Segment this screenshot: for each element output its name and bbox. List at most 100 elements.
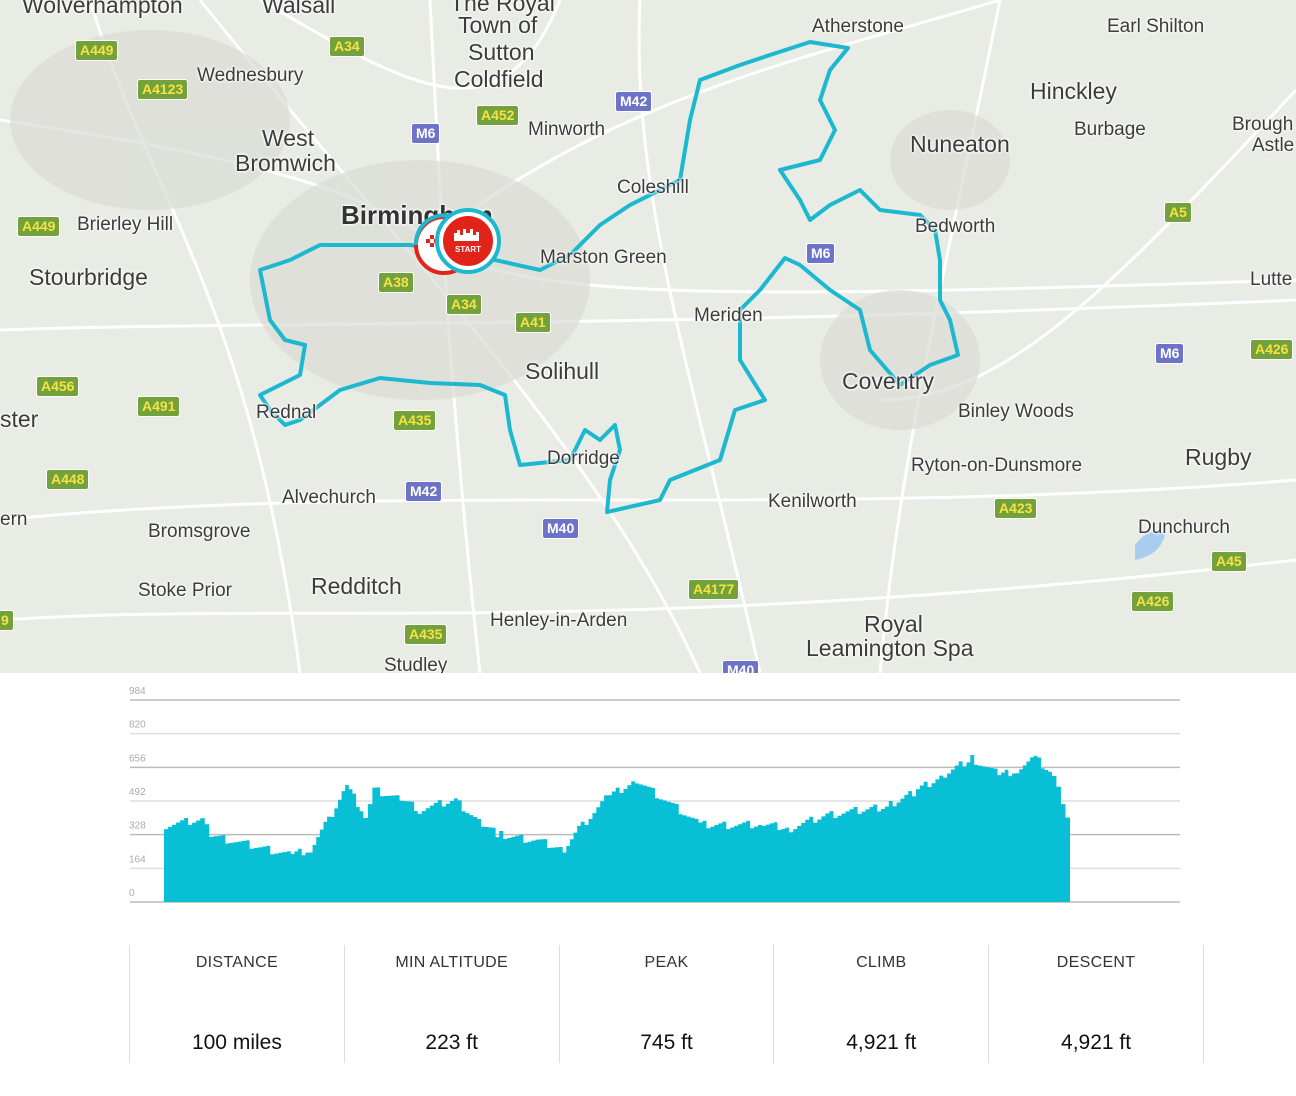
route-line[interactable] xyxy=(258,40,960,514)
place-label: Binley Woods xyxy=(958,401,1074,422)
stat-value: 745 ft xyxy=(640,1031,693,1054)
road-badge: A452 xyxy=(476,105,520,127)
place-label: Bromwich xyxy=(235,150,336,176)
y-tick-label: 164 xyxy=(129,854,146,865)
place-label: Studley xyxy=(384,655,448,673)
road-badge: A38 xyxy=(378,272,414,294)
place-label: The Royal xyxy=(450,0,555,16)
place-label: Wolverhampton xyxy=(22,0,183,18)
road-badge: M42 xyxy=(615,91,653,113)
elevation-chart: 0 164 328 492 656 820 984 xyxy=(129,686,1180,903)
y-tick-label: 328 xyxy=(129,821,146,832)
place-label: West xyxy=(262,125,314,151)
road-badge: A435 xyxy=(393,410,437,432)
road-badge: A448 xyxy=(46,469,90,491)
start-label: START xyxy=(455,245,481,254)
stat-descent: DESCENT 4,921 ft xyxy=(988,945,1204,1063)
place-label: Nuneaton xyxy=(910,131,1010,157)
road-badge: A426 xyxy=(1250,339,1294,361)
stat-value: 4,921 ft xyxy=(846,1031,917,1054)
route-map[interactable]: Wolverhampton Walsall The Royal Town of Sutt… xyxy=(0,0,1296,673)
place-label: Wednesbury xyxy=(197,65,304,86)
start-marker[interactable]: START xyxy=(435,208,501,274)
road-badge: A435 xyxy=(404,624,448,646)
place-label: Atherstone xyxy=(812,16,904,37)
road-badge: A5 xyxy=(1164,202,1192,224)
place-label: Redditch xyxy=(311,573,402,599)
place-label: Bedworth xyxy=(915,216,996,237)
road-badge: M40 xyxy=(722,660,760,673)
stat-min-altitude: MIN ALTITUDE 223 ft xyxy=(343,945,559,1063)
lake xyxy=(1135,531,1165,560)
stat-value: 4,921 ft xyxy=(1061,1031,1132,1054)
place-label: Henley-in-Arden xyxy=(490,610,628,631)
place-label: Walsall xyxy=(262,0,336,18)
road-badge: M6 xyxy=(806,243,836,265)
stat-label: MIN ALTITUDE xyxy=(395,954,509,971)
road-badge: A4177 xyxy=(688,579,740,601)
y-tick-label: 820 xyxy=(129,720,146,731)
road-badge: A449 xyxy=(17,216,61,238)
place-label: Astle xyxy=(1252,135,1295,156)
y-tick-label: 0 xyxy=(129,888,135,899)
stat-label: CLIMB xyxy=(856,954,907,971)
place-label: ern xyxy=(0,509,28,530)
y-tick-label: 656 xyxy=(129,753,146,764)
elevation-area[interactable] xyxy=(164,755,1070,902)
place-label: Coventry xyxy=(842,368,935,394)
stat-label: PEAK xyxy=(644,954,689,971)
road-badge: A449 xyxy=(75,40,119,62)
stat-label: DISTANCE xyxy=(195,954,278,971)
place-label: Hinckley xyxy=(1030,78,1117,104)
place-label: Minworth xyxy=(528,119,606,140)
stat-value: 100 miles xyxy=(191,1031,282,1054)
map-base xyxy=(0,0,1296,673)
stat-value: 223 ft xyxy=(425,1031,478,1054)
city-skyline-icon xyxy=(454,229,479,241)
urban-areas xyxy=(10,30,1010,430)
road-badge: A491 xyxy=(137,396,181,418)
stat-climb: CLIMB 4,921 ft xyxy=(773,945,988,1063)
road-badge: A41 xyxy=(515,312,551,334)
place-label: ster xyxy=(0,406,39,432)
stat-peak: PEAK 745 ft xyxy=(558,945,774,1063)
y-tick-label: 984 xyxy=(129,686,146,697)
place-label: Coleshill xyxy=(617,177,689,198)
stat-distance: DISTANCE 100 miles xyxy=(129,945,344,1063)
stats-bar: DISTANCE 100 miles MIN ALTITUDE 223 ft PEA… xyxy=(129,945,1204,1063)
place-label: Dorridge xyxy=(547,448,620,469)
place-label: Leamington Spa xyxy=(806,635,974,661)
place-label: Meriden xyxy=(694,305,763,326)
road-badge: 9 xyxy=(0,610,14,632)
place-label: Stoke Prior xyxy=(138,580,232,601)
place-label: Town of xyxy=(458,12,538,38)
y-tick-label: 492 xyxy=(129,787,146,798)
road-badge: A4123 xyxy=(137,79,189,101)
place-label: Coldfield xyxy=(454,66,544,92)
road-badge: M6 xyxy=(1155,343,1185,365)
place-label: Brierley Hill xyxy=(77,214,174,235)
place-label: Brough xyxy=(1232,114,1294,135)
place-label: Rugby xyxy=(1185,444,1252,470)
road-badge: A423 xyxy=(994,498,1038,520)
road-badge: A45 xyxy=(1211,551,1247,573)
road-badge: A34 xyxy=(446,294,482,316)
place-label: Burbage xyxy=(1074,119,1146,140)
stat-label: DESCENT xyxy=(1056,954,1136,971)
place-label: Sutton xyxy=(468,39,535,65)
place-label: Marston Green xyxy=(540,247,667,268)
road-badge: A456 xyxy=(36,376,80,398)
start-finish-marker[interactable]: START xyxy=(408,205,503,285)
place-label: Ryton-on-Dunsmore xyxy=(911,455,1083,476)
road-badge: M40 xyxy=(542,518,580,540)
place-label: Royal xyxy=(864,611,923,637)
road-badge: A34 xyxy=(329,36,365,58)
place-label: Dunchurch xyxy=(1138,517,1230,538)
place-label: Lutte xyxy=(1250,269,1293,290)
road-badge: A426 xyxy=(1131,591,1175,613)
place-label: Solihull xyxy=(525,358,600,384)
place-label: Alvechurch xyxy=(282,487,376,508)
place-label: Kenilworth xyxy=(768,491,857,512)
road-badge: M6 xyxy=(411,123,441,145)
place-label: Stourbridge xyxy=(29,264,148,290)
